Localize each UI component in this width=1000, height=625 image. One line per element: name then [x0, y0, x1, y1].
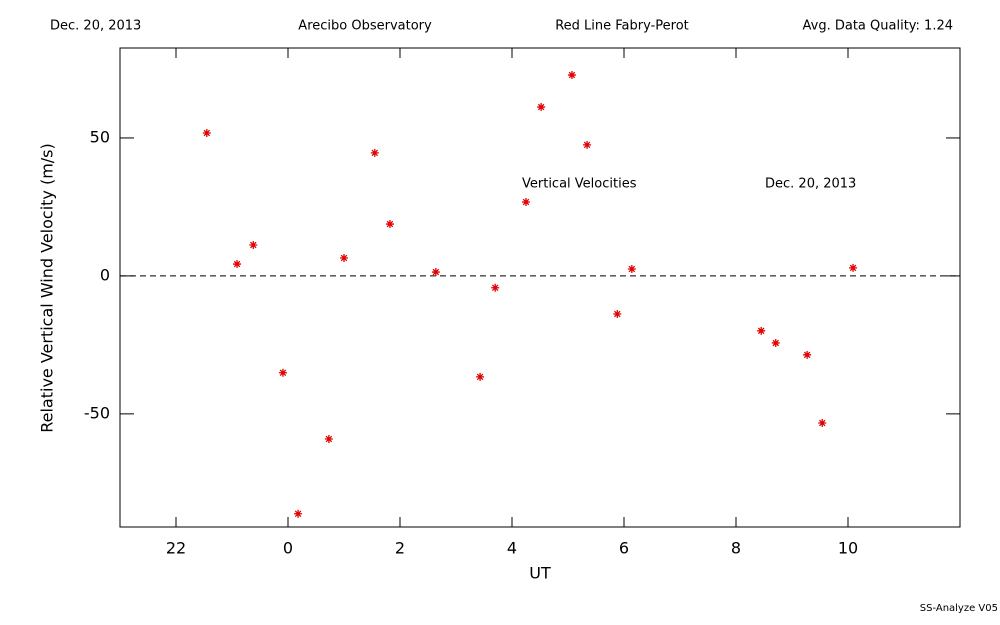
- header-date: Dec. 20, 2013: [50, 19, 141, 34]
- x-tick-label: 22: [166, 539, 186, 558]
- point: [757, 326, 766, 335]
- x-axis-label: UT: [529, 564, 551, 583]
- point: [803, 350, 812, 359]
- y-tick-label: 0: [100, 265, 110, 284]
- point: [294, 509, 303, 518]
- y-tick-label: -50: [84, 403, 110, 422]
- x-tick-label: 8: [731, 539, 741, 558]
- point: [278, 368, 287, 377]
- point: [491, 283, 500, 292]
- point: [522, 197, 530, 206]
- point: [249, 241, 258, 250]
- point: [340, 253, 348, 262]
- x-tick-label: 4: [507, 539, 517, 558]
- x-tick-label: 2: [395, 539, 405, 558]
- point: [202, 128, 211, 137]
- point: [583, 140, 592, 149]
- point: [849, 263, 858, 272]
- header-quality: Avg. Data Quality: 1.24: [803, 19, 953, 34]
- point: [818, 418, 827, 427]
- header-instrument: Red Line Fabry-Perot: [555, 19, 689, 34]
- point: [324, 434, 333, 443]
- point: [567, 71, 576, 80]
- x-tick-label: 0: [283, 539, 293, 558]
- point: [370, 148, 379, 157]
- plot-frame: [119, 47, 961, 528]
- annotation: Dec. 20, 2013: [765, 177, 856, 192]
- header-site: Arecibo Observatory: [298, 19, 432, 34]
- point: [233, 260, 242, 269]
- point: [537, 103, 546, 112]
- y-tick-label: 50: [90, 127, 110, 146]
- x-tick-label: 6: [619, 539, 629, 558]
- point: [627, 265, 636, 274]
- footer: SS-Analyze V05: [920, 603, 998, 614]
- point: [431, 268, 440, 277]
- annotation: Vertical Velocities: [522, 177, 637, 192]
- x-tick-label: 10: [838, 539, 858, 558]
- point: [771, 338, 780, 347]
- point: [613, 309, 622, 318]
- point: [385, 220, 394, 229]
- y-axis-label: Relative Vertical Wind Velocity (m/s): [38, 143, 57, 433]
- point: [476, 372, 485, 381]
